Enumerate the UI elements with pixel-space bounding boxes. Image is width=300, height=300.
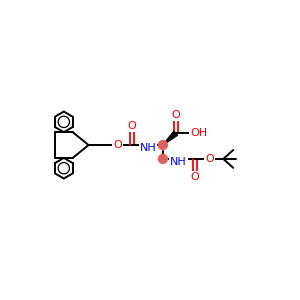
Text: O: O: [190, 172, 199, 182]
Text: NH: NH: [140, 143, 156, 153]
Text: O: O: [205, 154, 214, 164]
Text: O: O: [113, 140, 122, 150]
Text: O: O: [171, 110, 180, 120]
Text: O: O: [128, 121, 136, 131]
Circle shape: [158, 154, 167, 164]
Text: NH: NH: [170, 157, 187, 167]
Polygon shape: [163, 131, 178, 145]
Text: OH: OH: [190, 128, 207, 138]
Circle shape: [158, 141, 167, 149]
